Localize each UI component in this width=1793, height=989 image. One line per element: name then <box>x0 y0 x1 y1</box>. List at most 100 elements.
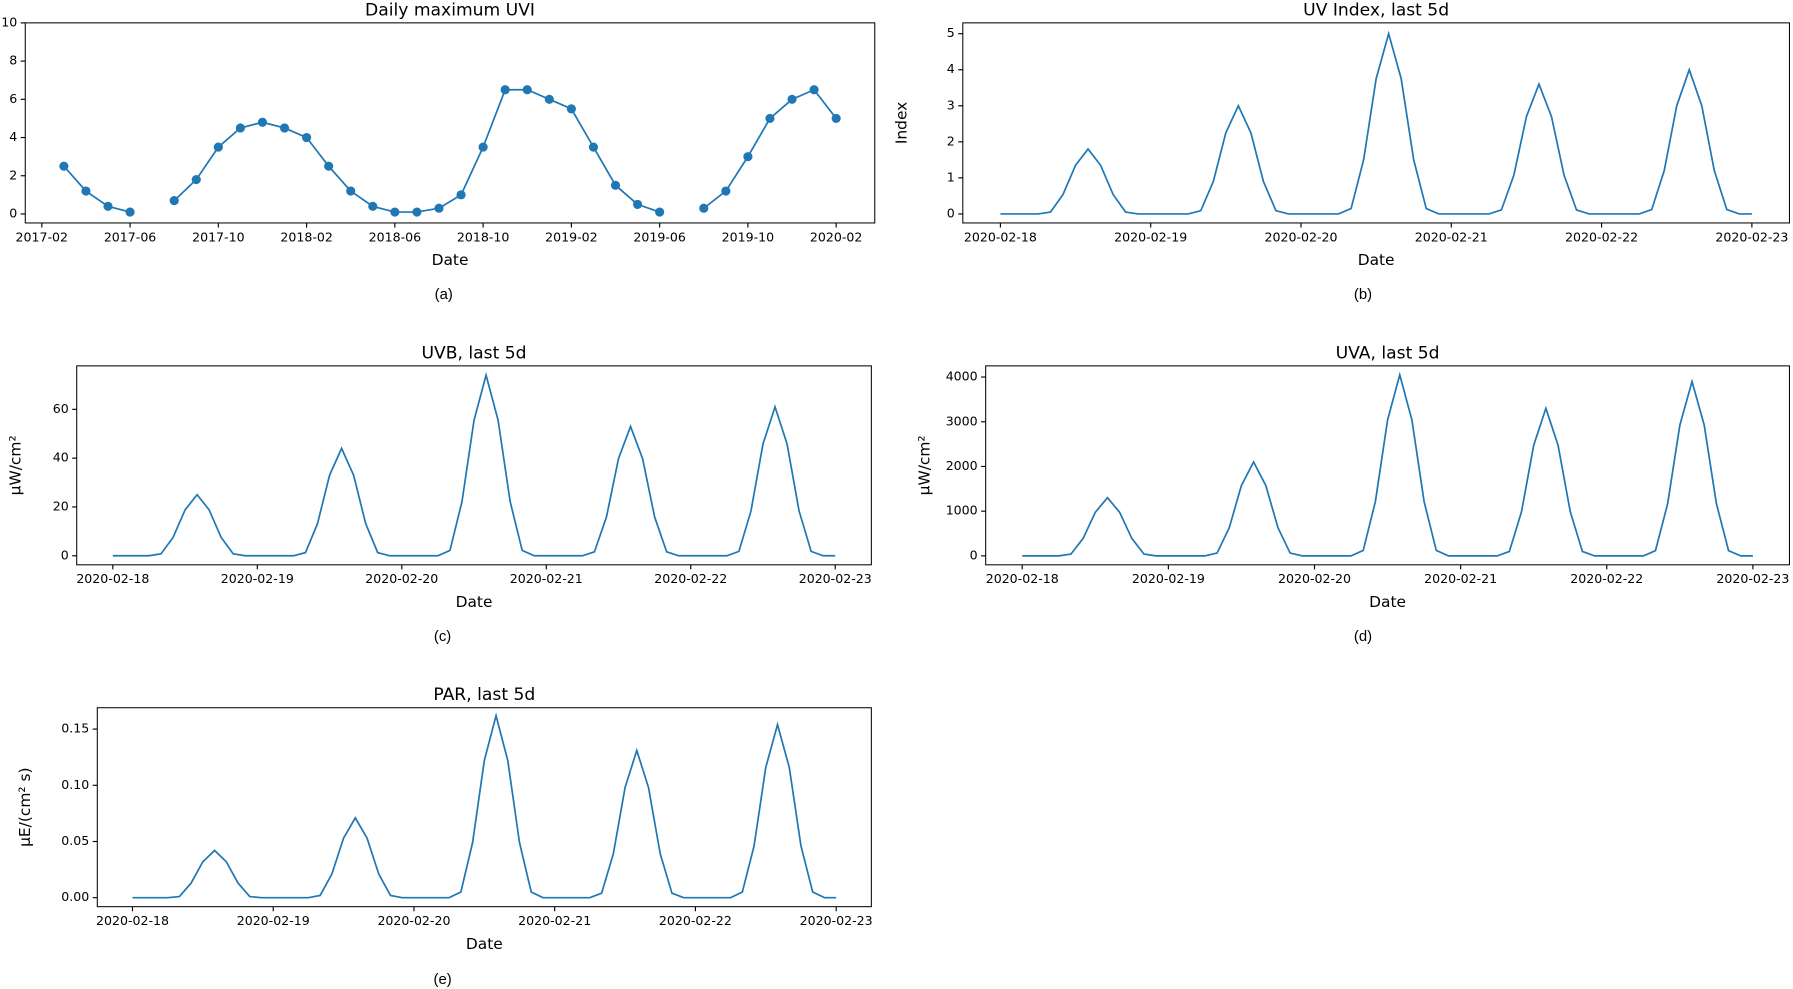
y-tick-label: 1 <box>947 169 955 184</box>
x-tick-label: 2020-02-23 <box>1715 229 1788 244</box>
data-line <box>63 88 837 213</box>
data-point <box>412 207 422 217</box>
y-tick-label: 8 <box>9 53 17 68</box>
data-point <box>191 174 201 185</box>
caption: (b) <box>1354 287 1372 303</box>
x-tick-label: 2020-02-23 <box>800 913 873 928</box>
data-point <box>368 201 378 211</box>
y-tick-label: 2 <box>947 133 955 148</box>
data-line <box>112 371 836 557</box>
y-tick-label: 4 <box>947 61 955 76</box>
y-tick-label: 0 <box>61 547 69 562</box>
x-axis-label: Date <box>456 593 493 611</box>
x-tick-label: 2020-02-21 <box>1424 571 1497 586</box>
caption: (c) <box>434 629 451 645</box>
x-axis-label: Date <box>1369 593 1406 611</box>
data-point <box>588 142 599 152</box>
plot-area <box>1000 30 1752 215</box>
x-tick-label: 2020-02-21 <box>518 913 591 928</box>
data-point <box>610 180 621 190</box>
y-tick-label: 2000 <box>946 458 978 473</box>
x-tick-label: 2020-02-18 <box>76 571 149 586</box>
chart-title: PAR, last 5d <box>433 685 535 705</box>
plot-area <box>112 371 836 557</box>
y-tick-label: 40 <box>53 450 69 465</box>
data-point <box>655 207 665 217</box>
chart-title: UVA, last 5d <box>1336 343 1440 363</box>
x-tick-label: 2020-02-23 <box>1716 571 1789 586</box>
data-point <box>169 196 179 206</box>
x-tick-label: 2020-02 <box>810 229 863 244</box>
y-tick-label: 0 <box>970 547 978 562</box>
y-axis-label: μE/(cm² s) <box>16 768 34 847</box>
y-tick-label: 0 <box>9 205 17 220</box>
x-tick-label: 2019-06 <box>633 229 686 244</box>
x-tick-label: 2020-02-20 <box>365 571 438 586</box>
data-point <box>125 207 135 217</box>
data-point <box>456 190 466 200</box>
data-point <box>743 152 753 162</box>
x-tick-label: 2020-02-18 <box>986 571 1059 586</box>
x-tick-label: 2019-02 <box>545 229 598 244</box>
x-tick-label: 2020-02-19 <box>221 571 294 586</box>
chart-title: UV Index, last 5d <box>1303 0 1449 20</box>
y-tick-label: 0 <box>947 205 955 220</box>
data-point <box>566 104 576 114</box>
x-tick-label: 2017-10 <box>192 229 245 244</box>
axes-frame <box>985 365 1790 566</box>
axes-frame <box>96 707 872 908</box>
x-tick-label: 2017-02 <box>16 229 68 244</box>
x-axis-label: Date <box>466 935 503 953</box>
x-tick-label: 2019-10 <box>722 229 775 244</box>
caption: (d) <box>1354 629 1372 645</box>
x-tick-label: 2018-02 <box>280 229 333 244</box>
data-point <box>346 186 356 196</box>
data-line <box>132 712 837 899</box>
x-tick-label: 2020-02-20 <box>1264 229 1337 244</box>
data-point <box>500 85 510 95</box>
data-point <box>59 161 69 171</box>
data-point <box>478 142 488 152</box>
x-tick-label: 2017-06 <box>104 229 156 244</box>
data-point <box>81 186 91 196</box>
x-tick-label: 2020-02-20 <box>1278 571 1351 586</box>
data-point <box>434 203 444 213</box>
x-tick-label: 2020-02-22 <box>1570 571 1643 586</box>
y-tick-label: 4000 <box>946 369 978 384</box>
data-line <box>1022 371 1753 557</box>
data-line <box>1000 30 1752 215</box>
x-tick-label: 2020-02-18 <box>96 913 169 928</box>
y-axis-label: Index <box>893 102 911 144</box>
x-axis-label: Date <box>1358 251 1395 269</box>
y-tick-label: 2 <box>9 167 17 182</box>
plot-area <box>132 712 837 899</box>
data-point <box>699 203 709 213</box>
y-tick-label: 10 <box>1 14 17 29</box>
chart-title: UVB, last 5d <box>421 343 526 363</box>
data-point <box>765 113 775 123</box>
x-tick-label: 2020-02-23 <box>799 571 872 586</box>
y-tick-label: 6 <box>9 91 17 106</box>
x-tick-label: 2020-02-19 <box>1132 571 1205 586</box>
x-tick-label: 2020-02-19 <box>1114 229 1187 244</box>
y-tick-label: 0.15 <box>61 721 89 736</box>
y-tick-label: 3 <box>947 97 955 112</box>
y-tick-label: 1000 <box>946 503 978 518</box>
y-tick-label: 4 <box>9 129 17 144</box>
y-axis-label: μW/cm² <box>916 435 934 495</box>
data-point <box>279 123 290 133</box>
y-tick-label: 0.05 <box>61 833 89 848</box>
axes-frame <box>962 22 1790 224</box>
data-point <box>302 132 312 143</box>
x-tick-label: 2020-02-18 <box>964 229 1037 244</box>
plot-area <box>59 85 841 217</box>
data-point <box>721 186 731 196</box>
x-tick-label: 2020-02-22 <box>654 571 727 586</box>
plot-area <box>1022 371 1753 557</box>
x-tick-label: 2020-02-19 <box>237 913 310 928</box>
axes-frame <box>76 365 872 566</box>
data-point <box>522 85 532 95</box>
y-tick-label: 0.10 <box>61 777 89 792</box>
y-tick-label: 5 <box>947 25 955 40</box>
